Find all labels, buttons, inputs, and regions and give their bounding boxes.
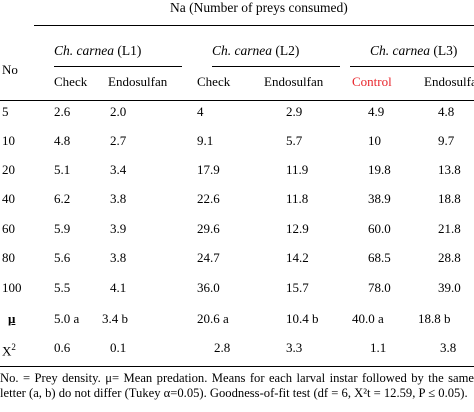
subheader-rule-l1-check [54,68,99,69]
group-rule-l3 [350,66,474,67]
table-cell: 18.8 [438,191,461,206]
rule-under-title [34,25,474,26]
table-cell: 10 [368,133,381,148]
row-label: 5 [2,104,9,119]
group-species: Ch. carnea [212,43,272,58]
table-footnote: No. = Prey density. μ= Mean predation. M… [0,371,474,400]
table-cell: 18.8 b [418,311,451,326]
table-cell: 3.8 [440,340,457,355]
table-cell: 4 [197,104,204,119]
table-cell: 3.9 [110,221,127,236]
row-label-text: 10 [2,133,15,148]
group-header-l3: Ch. carnea (L3) [370,43,457,59]
table-cell: 12.9 [286,221,309,236]
table-cell: 1.1 [370,340,387,355]
subheader-endosulfan-l2: Endosulfan [264,74,324,89]
subheader-rule [0,100,474,101]
row-label-text: 40 [2,191,15,206]
table-cell: 3.8 [110,250,127,265]
table-cell: 2.0 [110,104,127,119]
table-cell: 3.8 [110,191,127,206]
group-instar: (L3) [433,43,458,58]
table-cell: 2.9 [286,104,303,119]
table-cell: 2.6 [54,104,71,119]
table-cell: 6.2 [54,191,71,206]
table-cell: 5.0 a [54,311,80,326]
row-label: 80 [2,250,15,265]
group-instar: (L1) [117,43,142,58]
table-cell: 9.1 [197,133,214,148]
table-cell: 5.9 [54,221,71,236]
table-cell: 5.1 [54,162,71,177]
subheader-check-l1: Check [54,74,88,89]
table-cell: 3.3 [286,340,303,355]
row-label: μ [8,311,15,326]
row-label-text: 5 [2,104,9,119]
row-header-no: No [2,62,18,77]
table-cell: 5.7 [286,133,303,148]
subheader-endosulfan-l3: Endosulfan [424,74,474,89]
table-cell: 15.7 [286,280,309,295]
group-rule-l2 [212,66,340,67]
table-cell: 19.8 [368,162,391,177]
table-cell: 21.8 [438,221,461,236]
group-header-l1: Ch. carnea (L1) [54,43,141,59]
row-label: 60 [2,221,15,236]
table-cell: 38.9 [368,191,391,206]
table-cell: 11.9 [286,162,309,177]
row-label: 20 [2,162,15,177]
row-label: X2 [2,340,16,358]
table-cell: 0.6 [54,340,71,355]
table-cell: 0.1 [110,340,127,355]
group-header-l2: Ch. carnea (L2) [212,43,299,59]
table-cell: 68.5 [368,250,391,265]
table-cell: 20.6 a [197,311,229,326]
table-cell: 78.0 [368,280,391,295]
group-species: Ch. carnea [370,43,430,58]
table-cell: 2.7 [110,133,127,148]
row-label-text: 80 [2,250,15,265]
table-cell: 13.8 [438,162,461,177]
subheader-control-l3: Control [352,74,392,89]
row-label-text: 100 [2,280,22,295]
table-title: Na (Number of preys consumed) [170,0,348,15]
subheader-endosulfan-l1: Endosulfan [108,74,168,89]
table-cell: 39.0 [438,280,461,295]
table-cell: 5.5 [54,280,71,295]
row-label-text: μ [8,311,16,326]
row-label-text: 60 [2,221,15,236]
table-cell: 36.0 [197,280,220,295]
table-cell: 40.0 a [352,311,384,326]
group-species: Ch. carnea [54,43,114,58]
row-label-superscript: 2 [11,342,16,352]
table-cell: 4.8 [438,104,455,119]
row-label: 100 [2,280,22,295]
group-rule-l1 [54,66,182,67]
group-instar: (L2) [275,43,300,58]
table-cell: 22.6 [197,191,220,206]
table-cell: 9.7 [438,133,455,148]
row-label: 40 [2,191,15,206]
row-label-text: X [2,343,12,359]
table-cell: 14.2 [286,250,309,265]
row-label: 10 [2,133,15,148]
table-cell: 2.8 [214,340,231,355]
table-cell: 60.0 [368,221,391,236]
table-cell: 3.4 b [102,311,128,326]
table-cell: 28.8 [438,250,461,265]
table-cell: 10.4 b [286,311,319,326]
table-cell: 5.6 [54,250,71,265]
table-cell: 17.9 [197,162,220,177]
table-cell: 11.8 [286,191,309,206]
row-label-text: 20 [2,162,15,177]
table-cell: 3.4 [110,162,127,177]
table-cell: 29.6 [197,221,220,236]
table-cell: 4.8 [54,133,71,148]
table-cell: 4.9 [368,104,385,119]
table-cell: 4.1 [110,280,127,295]
subheader-check-l2: Check [197,74,231,89]
table-bottom-rule [0,366,474,367]
table-cell: 24.7 [197,250,220,265]
